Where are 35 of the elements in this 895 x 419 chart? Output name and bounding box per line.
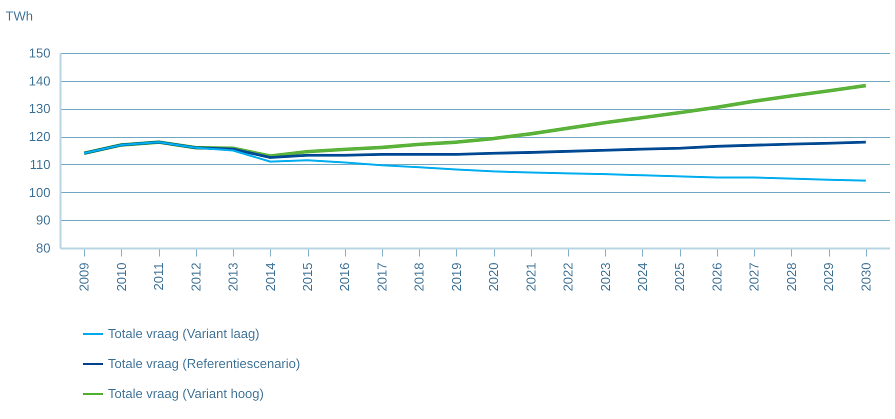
x-tick-label: 2013 xyxy=(226,262,241,292)
legend-label: Totale vraag (Variant hoog) xyxy=(108,386,264,401)
x-tick-label: 2023 xyxy=(598,262,613,292)
x-tick-label: 2010 xyxy=(114,262,129,292)
line-series xyxy=(83,141,867,182)
x-tick-label: 2022 xyxy=(560,262,576,292)
y-tick-label: 120 xyxy=(28,129,50,144)
y-tick-label: 110 xyxy=(30,156,50,172)
x-tick-label: 2029 xyxy=(821,262,836,292)
x-tick-label: 2027 xyxy=(746,262,762,292)
x-tick-label: 2021 xyxy=(523,262,538,292)
x-tick-label: 2009 xyxy=(76,262,92,292)
x-tick-label: 2018 xyxy=(412,262,427,292)
x-tick-label: 2011 xyxy=(151,262,166,290)
y-axis-title: TWh xyxy=(6,8,33,24)
x-tick-label: 2014 xyxy=(262,262,278,292)
y-tick-label: 140 xyxy=(28,73,50,88)
y-tick-label: 150 xyxy=(28,46,50,60)
x-tick-label: 2019 xyxy=(448,262,464,292)
y-tick-label: 100 xyxy=(28,184,50,200)
legend-label: Totale vraag (Referentiescenario) xyxy=(108,356,300,371)
y-tick-label: 90 xyxy=(36,212,50,228)
x-tick-label: 2024 xyxy=(634,262,650,292)
x-tick-label: 2017 xyxy=(374,262,390,292)
x-tick-label: 2030 xyxy=(858,262,874,292)
x-tick-label: 2012 xyxy=(188,262,204,292)
legend-label: Totale vraag (Variant laag) xyxy=(108,326,260,341)
y-tick-label: 80 xyxy=(36,240,50,256)
x-tick-label: 2025 xyxy=(672,262,688,292)
x-tick-label: 2015 xyxy=(300,262,316,292)
y-tick-label: 130 xyxy=(28,101,50,116)
x-tick-label: 2020 xyxy=(486,262,502,292)
x-tick-label: 2028 xyxy=(784,262,799,292)
x-tick-label: 2026 xyxy=(709,262,724,292)
x-tick-label: 2016 xyxy=(337,262,352,292)
